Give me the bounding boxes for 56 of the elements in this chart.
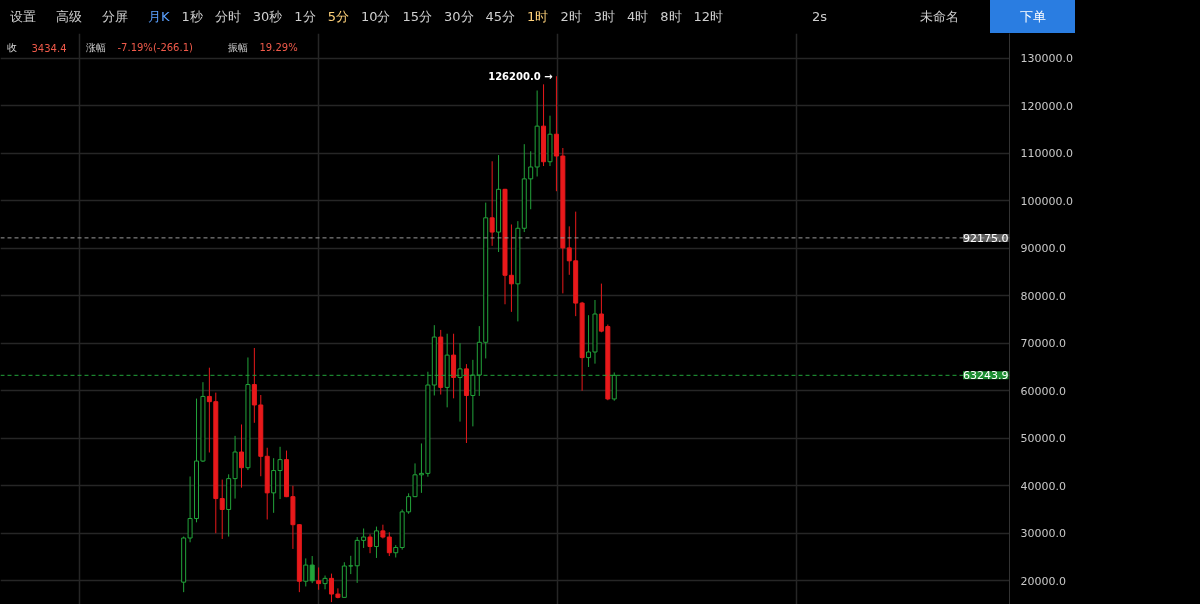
candlestick (219, 479, 225, 540)
y-tick-label: 50000.0 (1020, 432, 1066, 446)
text: 12时 (693, 9, 724, 24)
text: 10分 (360, 9, 391, 24)
text: 分时 (214, 9, 241, 24)
text: 5分 (327, 9, 349, 24)
text: 8时 (660, 9, 682, 24)
ref-line-label: 92175.0 (963, 231, 1009, 245)
text: 1秒 (181, 9, 203, 24)
candlestick (367, 533, 373, 554)
text: 2s (812, 8, 828, 26)
y-tick-label: 110000.0 (1020, 147, 1073, 161)
text: 1时 (527, 9, 549, 24)
text: 高级 (56, 9, 82, 24)
text: 30秒 (252, 9, 283, 24)
candlestick (316, 566, 322, 591)
text: 30分 (444, 9, 474, 24)
annotation: 3434.4 (31, 42, 67, 54)
annotation: 收 (6, 42, 17, 53)
annotation: 涨幅 (85, 42, 106, 53)
annotation: 126200.0 → (488, 70, 553, 82)
text: 分屏 (102, 9, 128, 24)
annotation: -7.19%(-266.1) (117, 42, 194, 53)
candlestick (309, 555, 315, 584)
y-tick-label: 120000.0 (1020, 99, 1073, 113)
y-tick-label: 60000.0 (1020, 384, 1066, 398)
text: 15分 (402, 9, 433, 24)
candlestick (348, 555, 354, 575)
text: 未命名 (920, 8, 959, 26)
candlestick (373, 526, 379, 559)
text: 2时 (560, 9, 582, 24)
text: 4时 (626, 9, 649, 24)
y-tick-label: 90000.0 (1020, 242, 1066, 256)
text: 设置 (10, 9, 36, 24)
y-tick-label: 130000.0 (1020, 52, 1073, 66)
y-tick-label: 30000.0 (1020, 527, 1066, 541)
candlestick (322, 575, 328, 590)
candlestick (239, 423, 244, 489)
text: 45分 (485, 9, 516, 24)
candlestick (508, 223, 514, 313)
annotation: 19.29% (259, 42, 298, 53)
y-tick-label: 100000.0 (1020, 194, 1073, 208)
candlestick (251, 347, 257, 424)
candlestick (451, 333, 457, 399)
y-tick-label: 80000.0 (1020, 289, 1066, 303)
candlestick (303, 557, 309, 587)
y-tick-label: 70000.0 (1020, 337, 1066, 351)
y-tick-label: 40000.0 (1020, 479, 1066, 493)
text: 月K (148, 9, 170, 24)
candlestick (489, 160, 495, 247)
text: 下单 (990, 0, 1075, 33)
text: 1分 (294, 9, 316, 24)
y-tick-label: 20000.0 (1020, 574, 1066, 588)
ref-line-label: 63243.9 (963, 369, 1009, 383)
annotation: 振幅 (227, 42, 248, 53)
text: 3时 (593, 9, 615, 24)
